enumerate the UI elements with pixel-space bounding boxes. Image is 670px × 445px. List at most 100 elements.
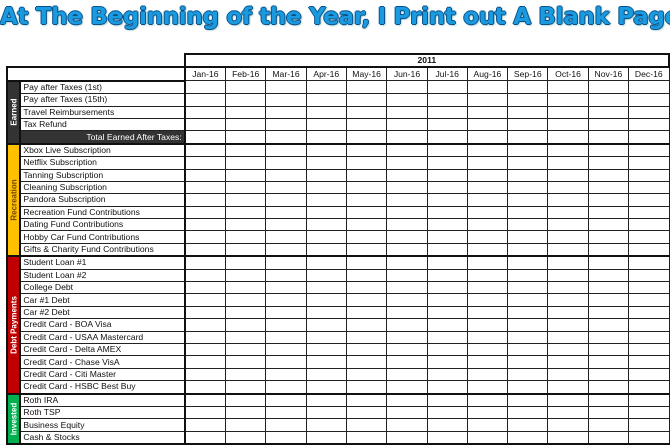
amount-cell[interactable] bbox=[265, 117, 307, 132]
amount-cell[interactable] bbox=[426, 205, 468, 220]
amount-cell[interactable] bbox=[386, 230, 428, 244]
amount-cell[interactable] bbox=[184, 330, 227, 345]
amount-cell[interactable] bbox=[265, 218, 307, 232]
amount-cell[interactable] bbox=[507, 380, 549, 395]
amount-cell[interactable] bbox=[507, 205, 549, 220]
amount-cell[interactable] bbox=[426, 105, 468, 119]
amount-cell[interactable] bbox=[628, 405, 670, 420]
amount-cell[interactable] bbox=[507, 293, 549, 307]
amount-cell[interactable] bbox=[345, 330, 388, 345]
amount-cell[interactable] bbox=[386, 168, 428, 182]
amount-cell[interactable] bbox=[305, 117, 347, 132]
amount-cell[interactable] bbox=[386, 393, 428, 407]
amount-cell[interactable] bbox=[426, 242, 468, 258]
amount-cell[interactable] bbox=[386, 342, 428, 357]
amount-cell[interactable] bbox=[305, 168, 347, 182]
amount-cell[interactable] bbox=[184, 393, 227, 407]
amount-cell[interactable] bbox=[507, 168, 549, 182]
amount-cell[interactable] bbox=[587, 143, 630, 158]
amount-cell[interactable] bbox=[305, 293, 347, 307]
amount-cell[interactable] bbox=[587, 330, 630, 345]
amount-cell[interactable] bbox=[184, 281, 227, 295]
amount-cell[interactable] bbox=[587, 80, 630, 95]
total-cell[interactable] bbox=[225, 130, 267, 145]
amount-cell[interactable] bbox=[386, 255, 428, 270]
amount-cell[interactable] bbox=[265, 156, 307, 170]
amount-cell[interactable] bbox=[547, 405, 589, 420]
amount-cell[interactable] bbox=[386, 193, 428, 207]
amount-cell[interactable] bbox=[265, 255, 307, 270]
amount-cell[interactable] bbox=[386, 268, 428, 283]
amount-cell[interactable] bbox=[466, 342, 509, 357]
amount-cell[interactable] bbox=[265, 268, 307, 283]
amount-cell[interactable] bbox=[466, 418, 509, 432]
amount-cell[interactable] bbox=[225, 156, 267, 170]
amount-cell[interactable] bbox=[225, 168, 267, 182]
amount-cell[interactable] bbox=[547, 430, 589, 445]
amount-cell[interactable] bbox=[507, 156, 549, 170]
amount-cell[interactable] bbox=[426, 143, 468, 158]
amount-cell[interactable] bbox=[547, 367, 589, 382]
amount-cell[interactable] bbox=[426, 367, 468, 382]
amount-cell[interactable] bbox=[225, 305, 267, 320]
amount-cell[interactable] bbox=[587, 180, 630, 195]
amount-cell[interactable] bbox=[426, 268, 468, 283]
amount-cell[interactable] bbox=[547, 193, 589, 207]
amount-cell[interactable] bbox=[507, 180, 549, 195]
amount-cell[interactable] bbox=[184, 180, 227, 195]
amount-cell[interactable] bbox=[587, 242, 630, 258]
amount-cell[interactable] bbox=[305, 430, 347, 445]
amount-cell[interactable] bbox=[345, 430, 388, 445]
amount-cell[interactable] bbox=[547, 268, 589, 283]
amount-cell[interactable] bbox=[547, 305, 589, 320]
amount-cell[interactable] bbox=[265, 355, 307, 369]
amount-cell[interactable] bbox=[587, 405, 630, 420]
amount-cell[interactable] bbox=[587, 281, 630, 295]
amount-cell[interactable] bbox=[466, 218, 509, 232]
amount-cell[interactable] bbox=[466, 143, 509, 158]
amount-cell[interactable] bbox=[305, 367, 347, 382]
amount-cell[interactable] bbox=[386, 80, 428, 95]
amount-cell[interactable] bbox=[547, 117, 589, 132]
amount-cell[interactable] bbox=[305, 380, 347, 395]
amount-cell[interactable] bbox=[547, 230, 589, 244]
amount-cell[interactable] bbox=[265, 418, 307, 432]
amount-cell[interactable] bbox=[547, 105, 589, 119]
amount-cell[interactable] bbox=[225, 218, 267, 232]
amount-cell[interactable] bbox=[426, 93, 468, 107]
amount-cell[interactable] bbox=[547, 205, 589, 220]
amount-cell[interactable] bbox=[426, 230, 468, 244]
amount-cell[interactable] bbox=[184, 318, 227, 332]
amount-cell[interactable] bbox=[386, 281, 428, 295]
amount-cell[interactable] bbox=[305, 193, 347, 207]
amount-cell[interactable] bbox=[628, 342, 670, 357]
amount-cell[interactable] bbox=[345, 418, 388, 432]
amount-cell[interactable] bbox=[184, 117, 227, 132]
amount-cell[interactable] bbox=[507, 242, 549, 258]
amount-cell[interactable] bbox=[345, 205, 388, 220]
amount-cell[interactable] bbox=[547, 180, 589, 195]
amount-cell[interactable] bbox=[184, 430, 227, 445]
amount-cell[interactable] bbox=[587, 342, 630, 357]
amount-cell[interactable] bbox=[466, 380, 509, 395]
amount-cell[interactable] bbox=[184, 418, 227, 432]
amount-cell[interactable] bbox=[305, 218, 347, 232]
amount-cell[interactable] bbox=[507, 305, 549, 320]
total-cell[interactable] bbox=[386, 130, 428, 145]
amount-cell[interactable] bbox=[345, 305, 388, 320]
amount-cell[interactable] bbox=[265, 305, 307, 320]
amount-cell[interactable] bbox=[265, 293, 307, 307]
amount-cell[interactable] bbox=[345, 218, 388, 232]
amount-cell[interactable] bbox=[628, 193, 670, 207]
amount-cell[interactable] bbox=[225, 230, 267, 244]
amount-cell[interactable] bbox=[184, 255, 227, 270]
amount-cell[interactable] bbox=[426, 281, 468, 295]
amount-cell[interactable] bbox=[225, 117, 267, 132]
amount-cell[interactable] bbox=[547, 342, 589, 357]
amount-cell[interactable] bbox=[184, 105, 227, 119]
amount-cell[interactable] bbox=[466, 393, 509, 407]
amount-cell[interactable] bbox=[305, 255, 347, 270]
amount-cell[interactable] bbox=[265, 143, 307, 158]
amount-cell[interactable] bbox=[426, 330, 468, 345]
amount-cell[interactable] bbox=[225, 380, 267, 395]
